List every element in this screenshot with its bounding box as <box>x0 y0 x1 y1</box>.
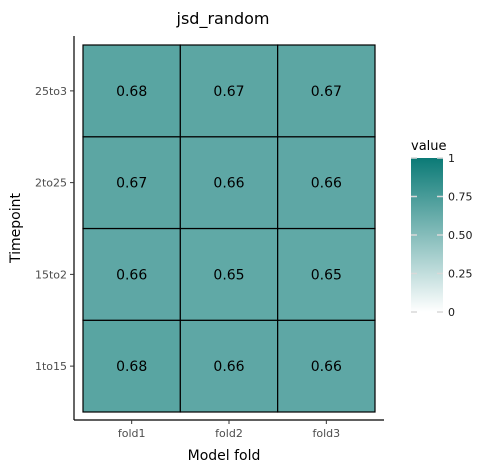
legend-tick-label: 0.75 <box>448 191 473 204</box>
x-axis-label: Model fold <box>188 448 261 464</box>
cell-value-label: 0.68 <box>116 84 147 100</box>
y-tick-label: 15to2 <box>35 268 67 281</box>
cell-value-label: 0.65 <box>311 267 342 283</box>
cell-value-label: 0.67 <box>311 84 342 100</box>
legend-ticks: 0 0.25 0.50 0.75 1 <box>411 152 473 319</box>
cell-value-label: 0.66 <box>311 176 342 192</box>
cell-value-label: 0.67 <box>116 176 147 192</box>
cell-value-label: 0.66 <box>213 359 244 375</box>
legend-tick-label: 0 <box>448 306 455 319</box>
cell-value-label: 0.68 <box>116 359 147 375</box>
heatmap-cell <box>179 319 279 413</box>
x-tick-label: fold1 <box>118 427 146 440</box>
legend-tick-label: 1 <box>448 152 455 165</box>
y-tick-label: 25to3 <box>35 85 67 98</box>
x-tick-label: fold3 <box>313 427 341 440</box>
heatmap-cell <box>82 227 181 321</box>
heatmap-cell <box>82 44 181 138</box>
cell-value-label: 0.66 <box>311 359 342 375</box>
chart-title: jsd_random <box>176 9 270 29</box>
x-tick-label: fold2 <box>215 427 243 440</box>
y-axis-label: Timepoint <box>8 193 24 264</box>
cell-value-label: 0.67 <box>213 84 244 100</box>
heatmap-cell <box>179 227 279 321</box>
legend-title: value <box>411 139 447 154</box>
heatmap-cell <box>277 227 376 321</box>
heatmap-cell <box>82 136 181 230</box>
y-tick-label: 1to15 <box>35 360 67 373</box>
heatmap-cell-labels: 0.68 0.66 0.66 0.66 0.65 0.65 0.67 0.66 0.66 0.68… <box>116 84 342 375</box>
y-tick-label: 2to25 <box>35 177 67 190</box>
heatmap-cell <box>82 319 181 413</box>
legend-tick-label: 0.25 <box>448 268 473 281</box>
y-axis-ticks: 1to15 15to2 2to25 25to3 <box>35 85 74 373</box>
cell-value-label: 0.66 <box>213 176 244 192</box>
cell-value-label: 0.66 <box>116 267 147 283</box>
heatmap-cell <box>277 136 376 230</box>
x-axis-ticks: fold1 fold2 fold3 <box>118 420 340 440</box>
legend-tick-label: 0.50 <box>448 229 473 242</box>
cell-value-label: 0.65 <box>213 267 244 283</box>
heatmap-cell <box>179 136 279 230</box>
heatmap-cells <box>82 44 376 413</box>
heatmap-cell <box>277 44 376 138</box>
color-legend: value 0 0.25 0.50 0.75 1 <box>411 139 473 319</box>
